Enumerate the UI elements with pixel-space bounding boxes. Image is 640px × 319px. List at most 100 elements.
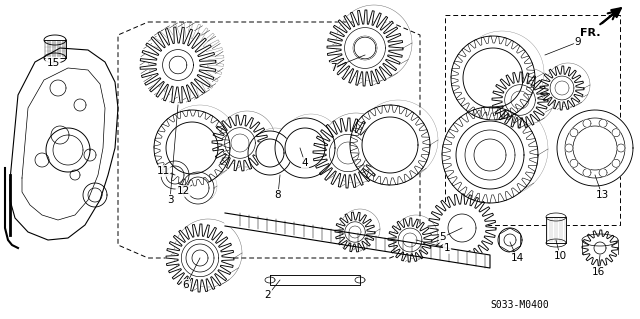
Polygon shape [582,234,618,246]
Polygon shape [504,234,516,246]
Polygon shape [594,242,606,254]
Polygon shape [448,214,476,242]
Polygon shape [540,66,584,110]
Polygon shape [344,28,385,68]
Text: 12: 12 [177,186,189,196]
Polygon shape [337,142,359,164]
Polygon shape [335,212,375,252]
Polygon shape [505,85,535,115]
Polygon shape [225,128,255,158]
Polygon shape [398,228,422,252]
Polygon shape [327,10,403,86]
Polygon shape [612,159,620,167]
Polygon shape [403,233,417,247]
Text: 8: 8 [275,190,282,200]
Polygon shape [182,172,214,204]
Text: 9: 9 [575,37,581,47]
Polygon shape [285,128,325,168]
Text: 16: 16 [591,267,605,277]
Polygon shape [570,129,578,137]
Polygon shape [582,230,618,266]
Polygon shape [53,135,83,165]
Polygon shape [212,115,268,171]
Polygon shape [442,107,538,203]
Polygon shape [83,183,107,207]
Polygon shape [428,194,496,262]
Polygon shape [354,37,376,59]
Text: 1: 1 [444,243,451,253]
Polygon shape [345,222,365,242]
Polygon shape [192,250,208,266]
Text: 7: 7 [330,63,336,73]
Polygon shape [166,166,184,184]
Polygon shape [166,224,234,292]
Polygon shape [557,110,633,186]
Polygon shape [256,139,284,167]
Polygon shape [186,244,214,272]
Polygon shape [44,35,66,45]
Polygon shape [51,126,69,144]
Polygon shape [599,169,607,177]
Polygon shape [617,144,625,152]
Polygon shape [140,27,216,103]
Polygon shape [350,105,430,185]
Text: S033-M0400: S033-M0400 [490,300,548,310]
Polygon shape [456,121,524,189]
Polygon shape [181,239,219,277]
Text: 15: 15 [46,58,60,68]
Polygon shape [511,91,529,109]
Text: 14: 14 [510,253,524,263]
Polygon shape [225,213,490,268]
Polygon shape [565,144,573,152]
Polygon shape [550,76,574,100]
Polygon shape [583,169,591,177]
Polygon shape [187,177,209,199]
Text: 2: 2 [265,290,271,300]
Polygon shape [463,48,523,108]
Polygon shape [362,117,418,173]
Polygon shape [388,218,432,262]
Text: 5: 5 [440,232,446,242]
Polygon shape [275,118,335,178]
Text: 11: 11 [156,166,170,176]
Text: 13: 13 [595,190,609,200]
Polygon shape [465,130,515,180]
Polygon shape [84,149,96,161]
Text: 3: 3 [166,195,173,205]
Polygon shape [169,56,187,74]
Polygon shape [474,139,506,171]
Polygon shape [451,36,535,120]
Polygon shape [265,277,275,283]
Polygon shape [313,118,383,188]
Polygon shape [330,134,367,172]
Polygon shape [546,217,566,243]
Polygon shape [154,110,230,186]
Polygon shape [353,36,377,60]
Polygon shape [248,131,292,175]
Text: 4: 4 [301,158,308,168]
Polygon shape [50,80,66,96]
Polygon shape [35,153,49,167]
Polygon shape [570,159,578,167]
Polygon shape [565,118,625,178]
Polygon shape [270,275,360,285]
Polygon shape [355,277,365,283]
Polygon shape [46,128,90,172]
Polygon shape [599,119,607,127]
Polygon shape [349,226,361,238]
Polygon shape [492,72,548,128]
Polygon shape [166,122,218,174]
Polygon shape [546,239,566,247]
Polygon shape [70,170,80,180]
Polygon shape [546,213,566,221]
Polygon shape [498,228,522,252]
Polygon shape [573,126,617,170]
Text: 10: 10 [554,251,566,261]
Polygon shape [44,53,66,63]
Polygon shape [231,134,249,152]
Polygon shape [583,119,591,127]
Text: 6: 6 [182,280,189,290]
Polygon shape [189,247,211,269]
Polygon shape [612,129,620,137]
Polygon shape [161,161,189,189]
